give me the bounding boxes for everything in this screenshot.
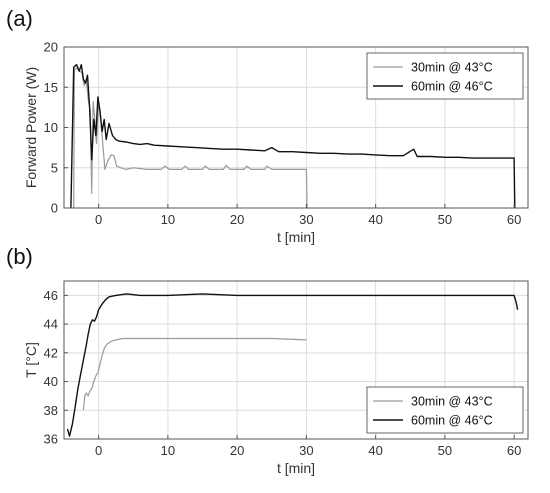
plot-frame	[63, 280, 529, 440]
legend: 30min @ 43°C 60min @ 46°C	[366, 52, 524, 100]
y-tick-label: 40	[44, 374, 58, 389]
y-ticks: 0 5 10 15 20	[44, 40, 68, 216]
legend: 30min @ 43°C 60min @ 46°C	[366, 386, 524, 434]
x-tick-label: 60	[507, 443, 521, 458]
y-ticks: 36 38 40 42 44 46	[44, 288, 68, 447]
series-line-60min	[66, 293, 519, 437]
y-tick-label: 10	[44, 120, 58, 135]
x-axis-label: t [min]	[277, 460, 315, 476]
y-axis-label: T [°C]	[23, 342, 39, 378]
x-tick-label: 50	[438, 212, 452, 227]
x-tick-label: 30	[299, 212, 313, 227]
x-tick-label: 0	[95, 212, 102, 227]
x-tick-label: 20	[230, 443, 244, 458]
panel-label: (b)	[6, 244, 33, 269]
legend-box	[366, 52, 524, 100]
x-tick-label: 40	[368, 443, 382, 458]
chart-power: (a) 0 10 20 30 40 50 60 0 5 10 15 20 t [min] Forwa…	[6, 6, 529, 245]
x-tick-label: 0	[95, 443, 102, 458]
y-tick-label: 44	[44, 317, 58, 332]
legend-label: 30min @ 43°C	[411, 395, 493, 409]
y-tick-label: 0	[51, 201, 58, 216]
y-axis-label: Forward Power (W)	[23, 67, 39, 188]
legend-label: 30min @ 43°C	[411, 61, 493, 75]
x-ticks: 0 10 20 30 40 50 60	[95, 435, 521, 458]
series-group	[66, 293, 519, 437]
x-tick-label: 10	[161, 443, 175, 458]
legend-label: 60min @ 46°C	[411, 80, 493, 94]
x-tick-label: 30	[299, 443, 313, 458]
series-line-30min	[82, 337, 307, 411]
x-tick-label: 60	[507, 212, 521, 227]
series-line-60min	[70, 64, 516, 209]
x-tick-label: 40	[368, 212, 382, 227]
series-line-30min	[73, 67, 308, 209]
legend-box	[366, 386, 524, 434]
series-group	[70, 64, 516, 209]
y-tick-label: 20	[44, 40, 58, 55]
y-tick-label: 38	[44, 403, 58, 418]
x-axis-label: t [min]	[277, 229, 315, 245]
x-tick-label: 50	[438, 443, 452, 458]
y-tick-label: 46	[44, 288, 58, 303]
x-ticks: 0 10 20 30 40 50 60	[95, 204, 521, 227]
x-tick-label: 10	[161, 212, 175, 227]
legend-label: 60min @ 46°C	[411, 414, 493, 428]
y-tick-label: 15	[44, 80, 58, 95]
panel-label: (a)	[6, 6, 33, 31]
y-tick-label: 36	[44, 432, 58, 447]
y-tick-label: 5	[51, 160, 58, 175]
x-tick-label: 20	[230, 212, 244, 227]
y-tick-label: 42	[44, 345, 58, 360]
chart-temperature: (b) 0 10 20 30 40 50 60 36 38 40 42 44 46 t [min] T…	[6, 244, 529, 476]
